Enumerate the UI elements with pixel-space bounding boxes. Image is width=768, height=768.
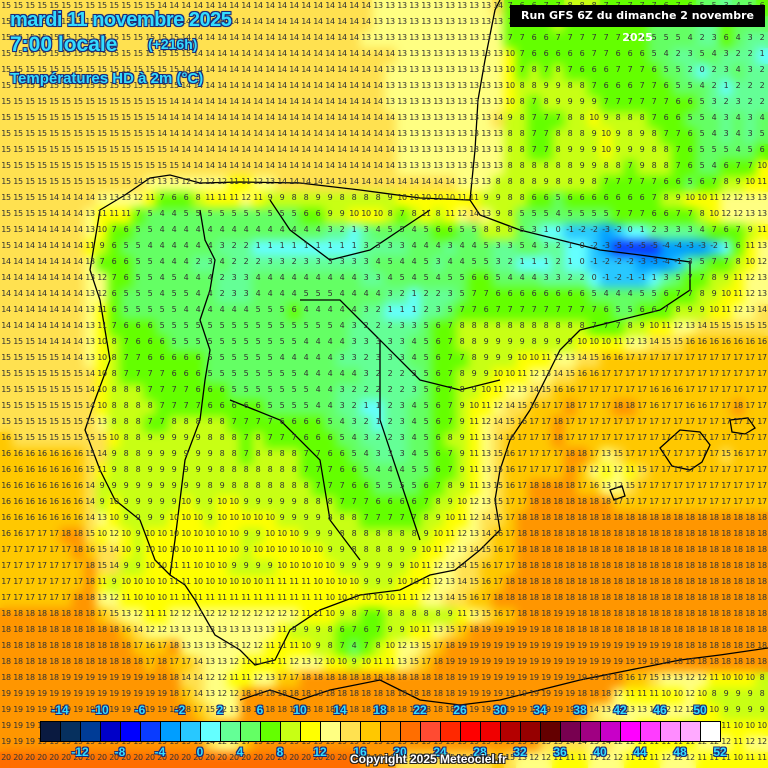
legend-tick-upper: -14: [51, 703, 68, 717]
variable-title: Températures HD à 2m (°C): [10, 70, 203, 87]
legend-tick-lower: 36: [553, 745, 566, 759]
legend-swatch: [181, 722, 201, 741]
legend-tick-upper: -6: [135, 703, 146, 717]
legend-tick-lower: 40: [593, 745, 606, 759]
legend-tick-lower: 52: [713, 745, 726, 759]
legend-swatch: [41, 722, 61, 741]
legend-swatch: [541, 722, 561, 741]
legend-tick-upper: 50: [693, 703, 706, 717]
legend-swatch: [521, 722, 541, 741]
legend-swatch: [681, 722, 701, 741]
legend-tick-upper: 42: [613, 703, 626, 717]
copyright: Copyright 2025 Meteociel.fr: [350, 752, 507, 766]
legend-tick-upper: -10: [91, 703, 108, 717]
legend-tick-lower: 32: [513, 745, 526, 759]
legend-swatch: [381, 722, 401, 741]
legend-swatch: [361, 722, 381, 741]
legend-tick-upper: 26: [453, 703, 466, 717]
forecast-lead: (+216h): [148, 36, 197, 52]
legend-tick-upper: 18: [373, 703, 386, 717]
legend-tick-upper: 46: [653, 703, 666, 717]
legend-swatch: [621, 722, 641, 741]
forecast-date: mardi 11 novembre 2025: [10, 9, 232, 32]
legend-swatch: [81, 722, 101, 741]
legend-tick-upper: 38: [573, 703, 586, 717]
legend-swatch: [121, 722, 141, 741]
legend-swatch: [701, 722, 720, 741]
legend-tick-lower: 20: [393, 745, 406, 759]
legend-tick-upper: 14: [333, 703, 346, 717]
legend-swatch: [281, 722, 301, 741]
color-scale-legend: [40, 721, 721, 742]
legend-swatch: [561, 722, 581, 741]
legend-swatch: [461, 722, 481, 741]
legend-swatch: [501, 722, 521, 741]
legend-tick-lower: 28: [473, 745, 486, 759]
legend-swatch: [421, 722, 441, 741]
legend-tick-lower: -12: [71, 745, 88, 759]
legend-tick-upper: 6: [257, 703, 264, 717]
legend-swatch: [341, 722, 361, 741]
legend-swatch: [401, 722, 421, 741]
legend-tick-lower: 4: [237, 745, 244, 759]
legend-swatch: [261, 722, 281, 741]
legend-tick-upper: 2: [217, 703, 224, 717]
legend-swatch: [61, 722, 81, 741]
legend-tick-upper: 34: [533, 703, 546, 717]
legend-tick-lower: 8: [277, 745, 284, 759]
legend-swatch: [301, 722, 321, 741]
legend-swatch: [221, 722, 241, 741]
legend-swatch: [201, 722, 221, 741]
legend-swatch: [101, 722, 121, 741]
legend-swatch: [641, 722, 661, 741]
legend-swatch: [321, 722, 341, 741]
legend-tick-upper: 22: [413, 703, 426, 717]
legend-tick-lower: 44: [633, 745, 646, 759]
legend-tick-lower: 48: [673, 745, 686, 759]
legend-swatch: [661, 722, 681, 741]
legend-tick-lower: 24: [433, 745, 446, 759]
legend-tick-upper: -2: [175, 703, 186, 717]
run-info-banner: Run GFS 6Z du dimanche 2 novembre 2025: [510, 5, 765, 44]
legend-tick-lower: 0: [197, 745, 204, 759]
legend-tick-lower: 12: [313, 745, 326, 759]
legend-swatch: [601, 722, 621, 741]
forecast-time: 7:00 locale: [10, 33, 117, 57]
legend-swatch: [581, 722, 601, 741]
legend-swatch: [241, 722, 261, 741]
legend-swatch: [481, 722, 501, 741]
legend-tick-lower: -4: [155, 745, 166, 759]
legend-swatch: [141, 722, 161, 741]
legend-swatch: [441, 722, 461, 741]
legend-swatch: [161, 722, 181, 741]
legend-tick-lower: -8: [115, 745, 126, 759]
legend-tick-lower: 16: [353, 745, 366, 759]
legend-tick-upper: 10: [293, 703, 306, 717]
legend-tick-upper: 30: [493, 703, 506, 717]
